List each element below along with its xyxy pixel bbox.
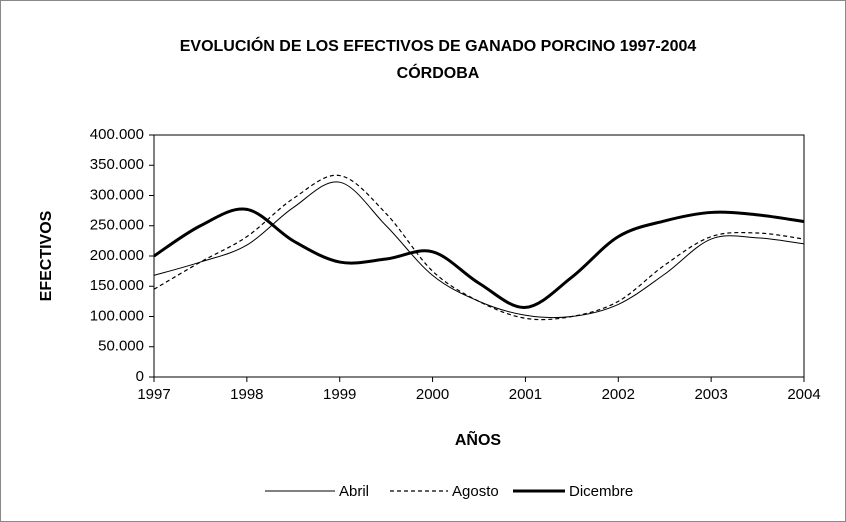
y-axis-label: EFECTIVOS — [38, 210, 55, 301]
x-tick-label: 2004 — [787, 386, 820, 403]
series-line — [153, 207, 805, 309]
x-tick-label: 2001 — [509, 386, 542, 403]
x-tick-label: 1997 — [137, 386, 170, 403]
y-tick-label: 100.000 — [90, 307, 144, 324]
x-tick-label: 2002 — [602, 386, 635, 403]
y-tick-label: 0 — [136, 368, 144, 385]
x-tick-label: 2003 — [694, 386, 727, 403]
x-tick-label: 2000 — [416, 386, 449, 403]
chart-subtitle: CÓRDOBA — [397, 63, 480, 82]
x-tick-label: 1998 — [230, 386, 263, 403]
series-line — [153, 174, 805, 321]
chart-title: EVOLUCIÓN DE LOS EFECTIVOS DE GANADO POR… — [180, 36, 697, 55]
y-tick-label: 300.000 — [90, 186, 144, 203]
x-axis-label: AÑOS — [455, 429, 502, 449]
legend-label: Abril — [339, 483, 369, 500]
y-tick-label: 400.000 — [90, 126, 144, 143]
y-tick-label: 250.000 — [90, 217, 144, 234]
series-line — [153, 181, 805, 319]
x-tick-label: 1999 — [323, 386, 356, 403]
y-tick-label: 350.000 — [90, 156, 144, 173]
legend-label: Dicembre — [569, 483, 633, 500]
legend-label: Agosto — [452, 483, 499, 500]
y-tick-label: 150.000 — [90, 277, 144, 294]
y-tick-label: 50.000 — [98, 338, 144, 355]
y-tick-label: 200.000 — [90, 247, 144, 264]
